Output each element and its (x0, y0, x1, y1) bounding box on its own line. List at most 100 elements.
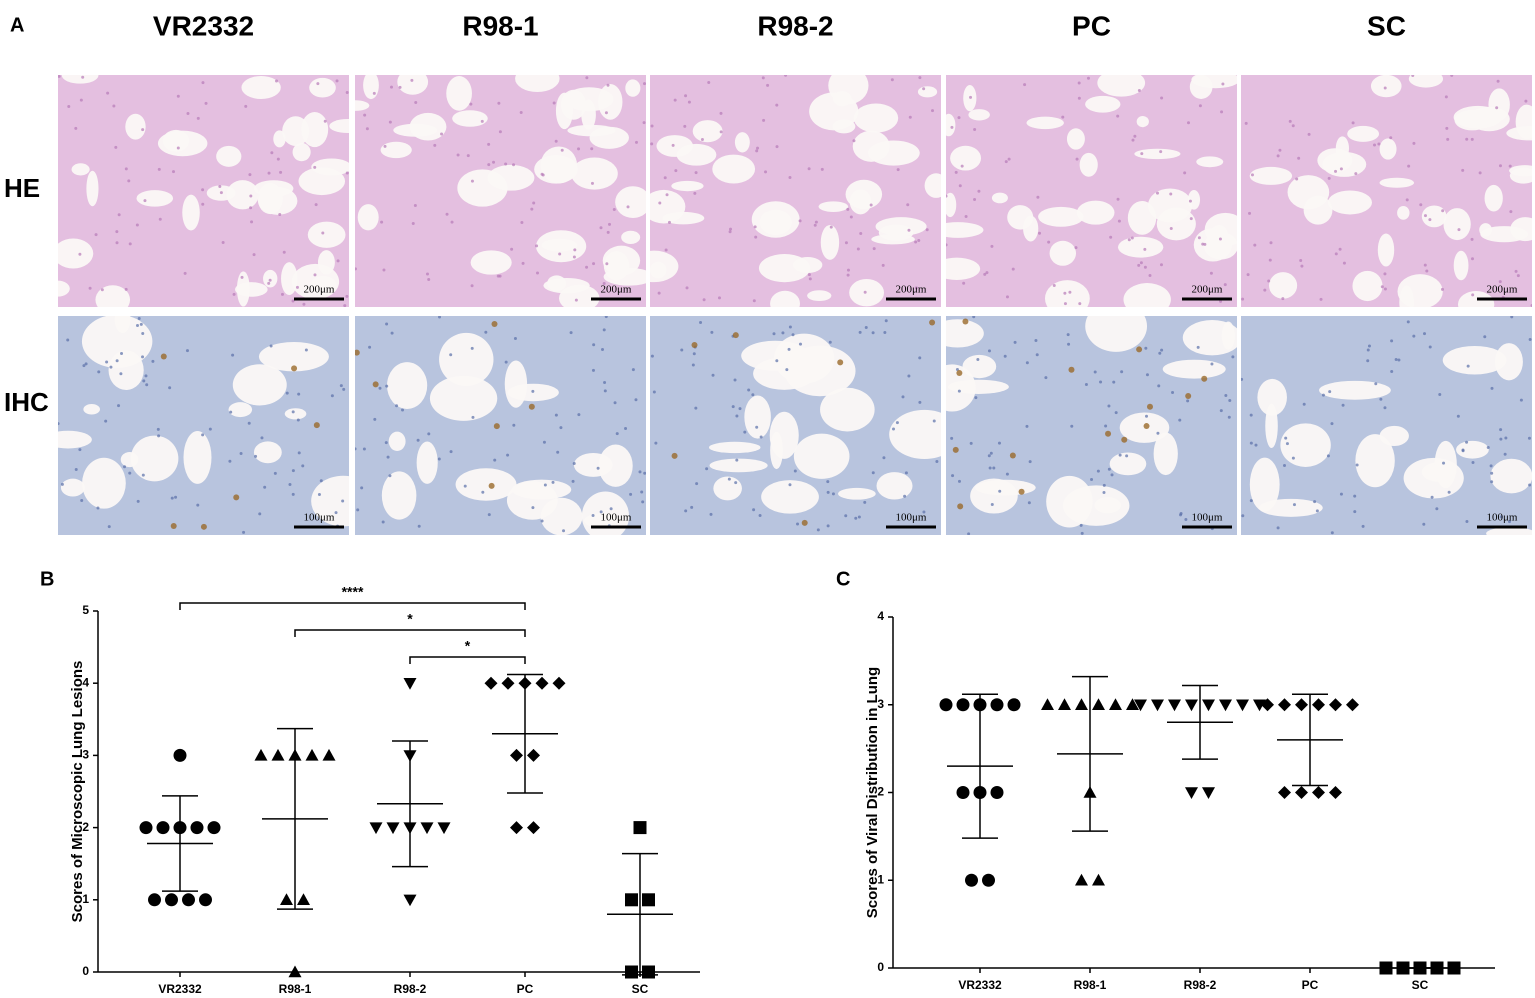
tissue-space (968, 109, 990, 121)
nucleus (1361, 524, 1365, 528)
tissue-space (183, 430, 212, 484)
tissue-space (867, 140, 920, 166)
nucleus (1461, 448, 1465, 452)
scale-bar-label: 100μm (601, 512, 632, 524)
data-point (484, 676, 498, 690)
nucleus (1158, 351, 1162, 355)
data-point (1278, 698, 1291, 712)
nucleus (685, 286, 689, 290)
nucleus (291, 299, 295, 303)
nucleus (390, 331, 394, 335)
significance-label: * (465, 638, 471, 654)
nucleus (856, 247, 860, 251)
nucleus (904, 471, 908, 475)
micrograph: 100μm (58, 316, 349, 535)
nucleus (208, 427, 212, 431)
tissue-space (1258, 498, 1323, 517)
nucleus (1366, 348, 1370, 352)
stain-spot (1068, 366, 1075, 373)
nucleus (470, 346, 474, 350)
nucleus (731, 405, 735, 409)
tissue-space (226, 180, 259, 210)
nucleus (881, 263, 885, 267)
data-point (527, 748, 540, 762)
nucleus (1342, 261, 1346, 265)
nucleus (273, 471, 277, 475)
y-tick-label: 5 (82, 603, 89, 617)
nucleus (427, 278, 431, 282)
micrograph-content (1241, 316, 1532, 535)
nucleus (791, 333, 795, 337)
stain-spot (355, 349, 360, 356)
tissue-space (1484, 184, 1503, 212)
nucleus (554, 139, 558, 143)
nucleus (343, 304, 347, 307)
nucleus (591, 368, 595, 372)
tissue-space (1117, 236, 1164, 258)
stain-spot (528, 403, 535, 410)
nucleus (385, 384, 389, 388)
nucleus (957, 389, 961, 393)
nucleus (883, 330, 887, 334)
tissue-space (1268, 272, 1298, 299)
tissue-space (130, 435, 179, 482)
nucleus (988, 466, 992, 470)
data-point (956, 786, 970, 799)
nucleus (599, 226, 603, 230)
tissue-space (292, 142, 311, 162)
nucleus (456, 153, 460, 157)
tissue-space (1355, 434, 1395, 488)
x-tick-label: PC (1302, 978, 1319, 992)
nucleus (449, 450, 453, 454)
nucleus (1107, 404, 1111, 408)
nucleus (1411, 75, 1415, 77)
y-tick-label: 3 (82, 748, 89, 762)
nucleus (1155, 191, 1159, 195)
nucleus (487, 142, 491, 146)
nucleus (1114, 411, 1118, 415)
nucleus (158, 217, 162, 221)
nucleus (901, 395, 905, 399)
stain-spot (732, 332, 739, 339)
tissue-space (307, 221, 346, 248)
data-point (1295, 786, 1308, 799)
nucleus (1028, 460, 1032, 464)
nucleus (449, 353, 453, 357)
data-point (1329, 786, 1342, 799)
micrograph: 200μm (1241, 75, 1532, 307)
nucleus (650, 354, 654, 358)
nucleus (738, 407, 742, 411)
nucleus (1447, 490, 1451, 494)
nucleus (115, 230, 119, 234)
nucleus (128, 242, 132, 246)
nucleus (497, 101, 501, 105)
data-point (1261, 698, 1274, 712)
data-point (190, 821, 204, 835)
nucleus (382, 268, 386, 272)
nucleus (362, 447, 366, 451)
nucleus (1406, 320, 1410, 324)
tissue-space (397, 75, 429, 95)
nucleus (288, 482, 292, 486)
data-point (437, 822, 451, 835)
tissue-space (446, 76, 472, 111)
data-point (305, 748, 319, 761)
nucleus (372, 91, 376, 95)
scale-bar-label: 200μm (601, 284, 632, 296)
nucleus (135, 324, 139, 328)
nucleus (112, 104, 116, 108)
nucleus (1430, 495, 1434, 499)
nucleus (906, 203, 910, 207)
nucleus (852, 139, 856, 143)
nucleus (798, 342, 802, 346)
nucleus (1319, 297, 1323, 301)
tissue-space (136, 190, 174, 207)
nucleus (67, 105, 71, 109)
nucleus (96, 506, 100, 510)
nucleus (772, 332, 776, 336)
nucleus (1428, 345, 1432, 349)
nucleus (1086, 76, 1090, 80)
nucleus (115, 359, 119, 363)
x-tick-label: R98-2 (1184, 978, 1217, 992)
stain-spot (691, 342, 698, 349)
